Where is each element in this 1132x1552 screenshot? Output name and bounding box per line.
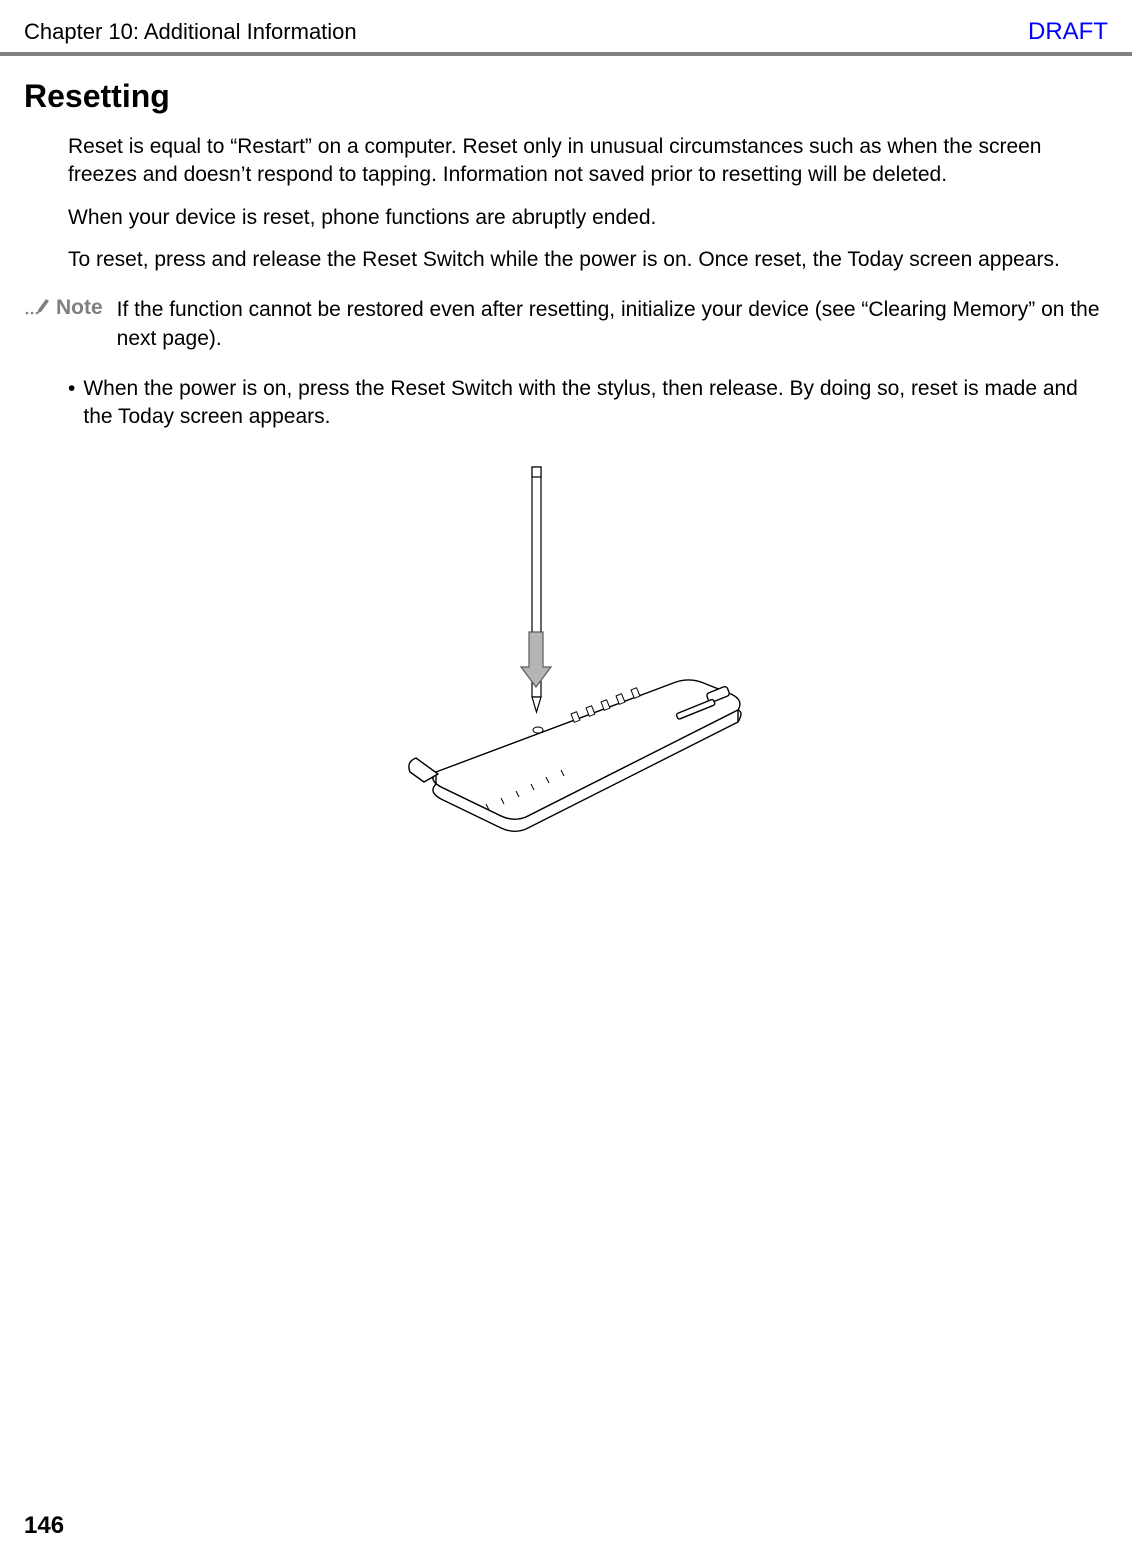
section-title: Resetting [24, 78, 1108, 115]
bullet-marker: • [68, 375, 75, 403]
note-text: If the function cannot be restored even … [117, 296, 1108, 353]
bullet-text: When the power is on, press the Reset Sw… [83, 375, 1108, 432]
content: Resetting Reset is equal to “Restart” on… [0, 56, 1132, 852]
paragraph-2: When your device is reset, phone functio… [68, 204, 1098, 232]
device-body [409, 680, 741, 831]
chapter-label: Chapter 10: Additional Information [24, 19, 357, 45]
pencil-icon [24, 296, 50, 318]
figure [24, 462, 1108, 852]
header: Chapter 10: Additional Information DRAFT [0, 0, 1132, 52]
bullet-item: • When the power is on, press the Reset … [68, 375, 1108, 432]
draft-watermark: DRAFT [1028, 18, 1108, 46]
device-illustration [376, 462, 756, 852]
down-arrow-icon [521, 632, 551, 687]
body-block: Reset is equal to “Restart” on a compute… [68, 133, 1098, 274]
paragraph-3: To reset, press and release the Reset Sw… [68, 246, 1098, 274]
paragraph-1: Reset is equal to “Restart” on a compute… [68, 133, 1098, 190]
page: Chapter 10: Additional Information DRAFT… [0, 0, 1132, 1552]
note-label: Note [56, 296, 103, 320]
page-number: 146 [24, 1512, 64, 1540]
note-block: Note If the function cannot be restored … [24, 296, 1108, 353]
